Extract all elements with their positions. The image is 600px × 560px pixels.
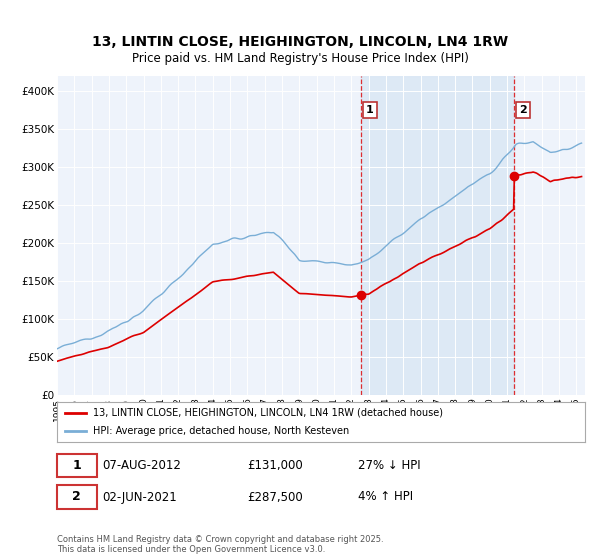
Text: 07-AUG-2012: 07-AUG-2012 [102,459,181,472]
Text: 27% ↓ HPI: 27% ↓ HPI [358,459,421,472]
Text: 02-JUN-2021: 02-JUN-2021 [102,491,176,503]
Text: 13, LINTIN CLOSE, HEIGHINGTON, LINCOLN, LN4 1RW (detached house): 13, LINTIN CLOSE, HEIGHINGTON, LINCOLN, … [93,408,443,418]
FancyBboxPatch shape [57,485,97,509]
Text: £131,000: £131,000 [247,459,303,472]
Bar [361,76,514,395]
Text: 13, LINTIN CLOSE, HEIGHINGTON, LINCOLN, LN4 1RW: 13, LINTIN CLOSE, HEIGHINGTON, LINCOLN, … [92,35,508,49]
Text: 1: 1 [365,105,373,115]
Text: £287,500: £287,500 [247,491,303,503]
Text: 4% ↑ HPI: 4% ↑ HPI [358,491,413,503]
Text: HPI: Average price, detached house, North Kesteven: HPI: Average price, detached house, Nort… [93,426,349,436]
Text: Contains HM Land Registry data © Crown copyright and database right 2025.
This d: Contains HM Land Registry data © Crown c… [57,535,383,554]
Text: 1: 1 [73,459,81,472]
Text: Price paid vs. HM Land Registry's House Price Index (HPI): Price paid vs. HM Land Registry's House … [131,52,469,66]
Text: 2: 2 [73,491,81,503]
FancyBboxPatch shape [57,454,97,477]
Text: 2: 2 [518,105,526,115]
